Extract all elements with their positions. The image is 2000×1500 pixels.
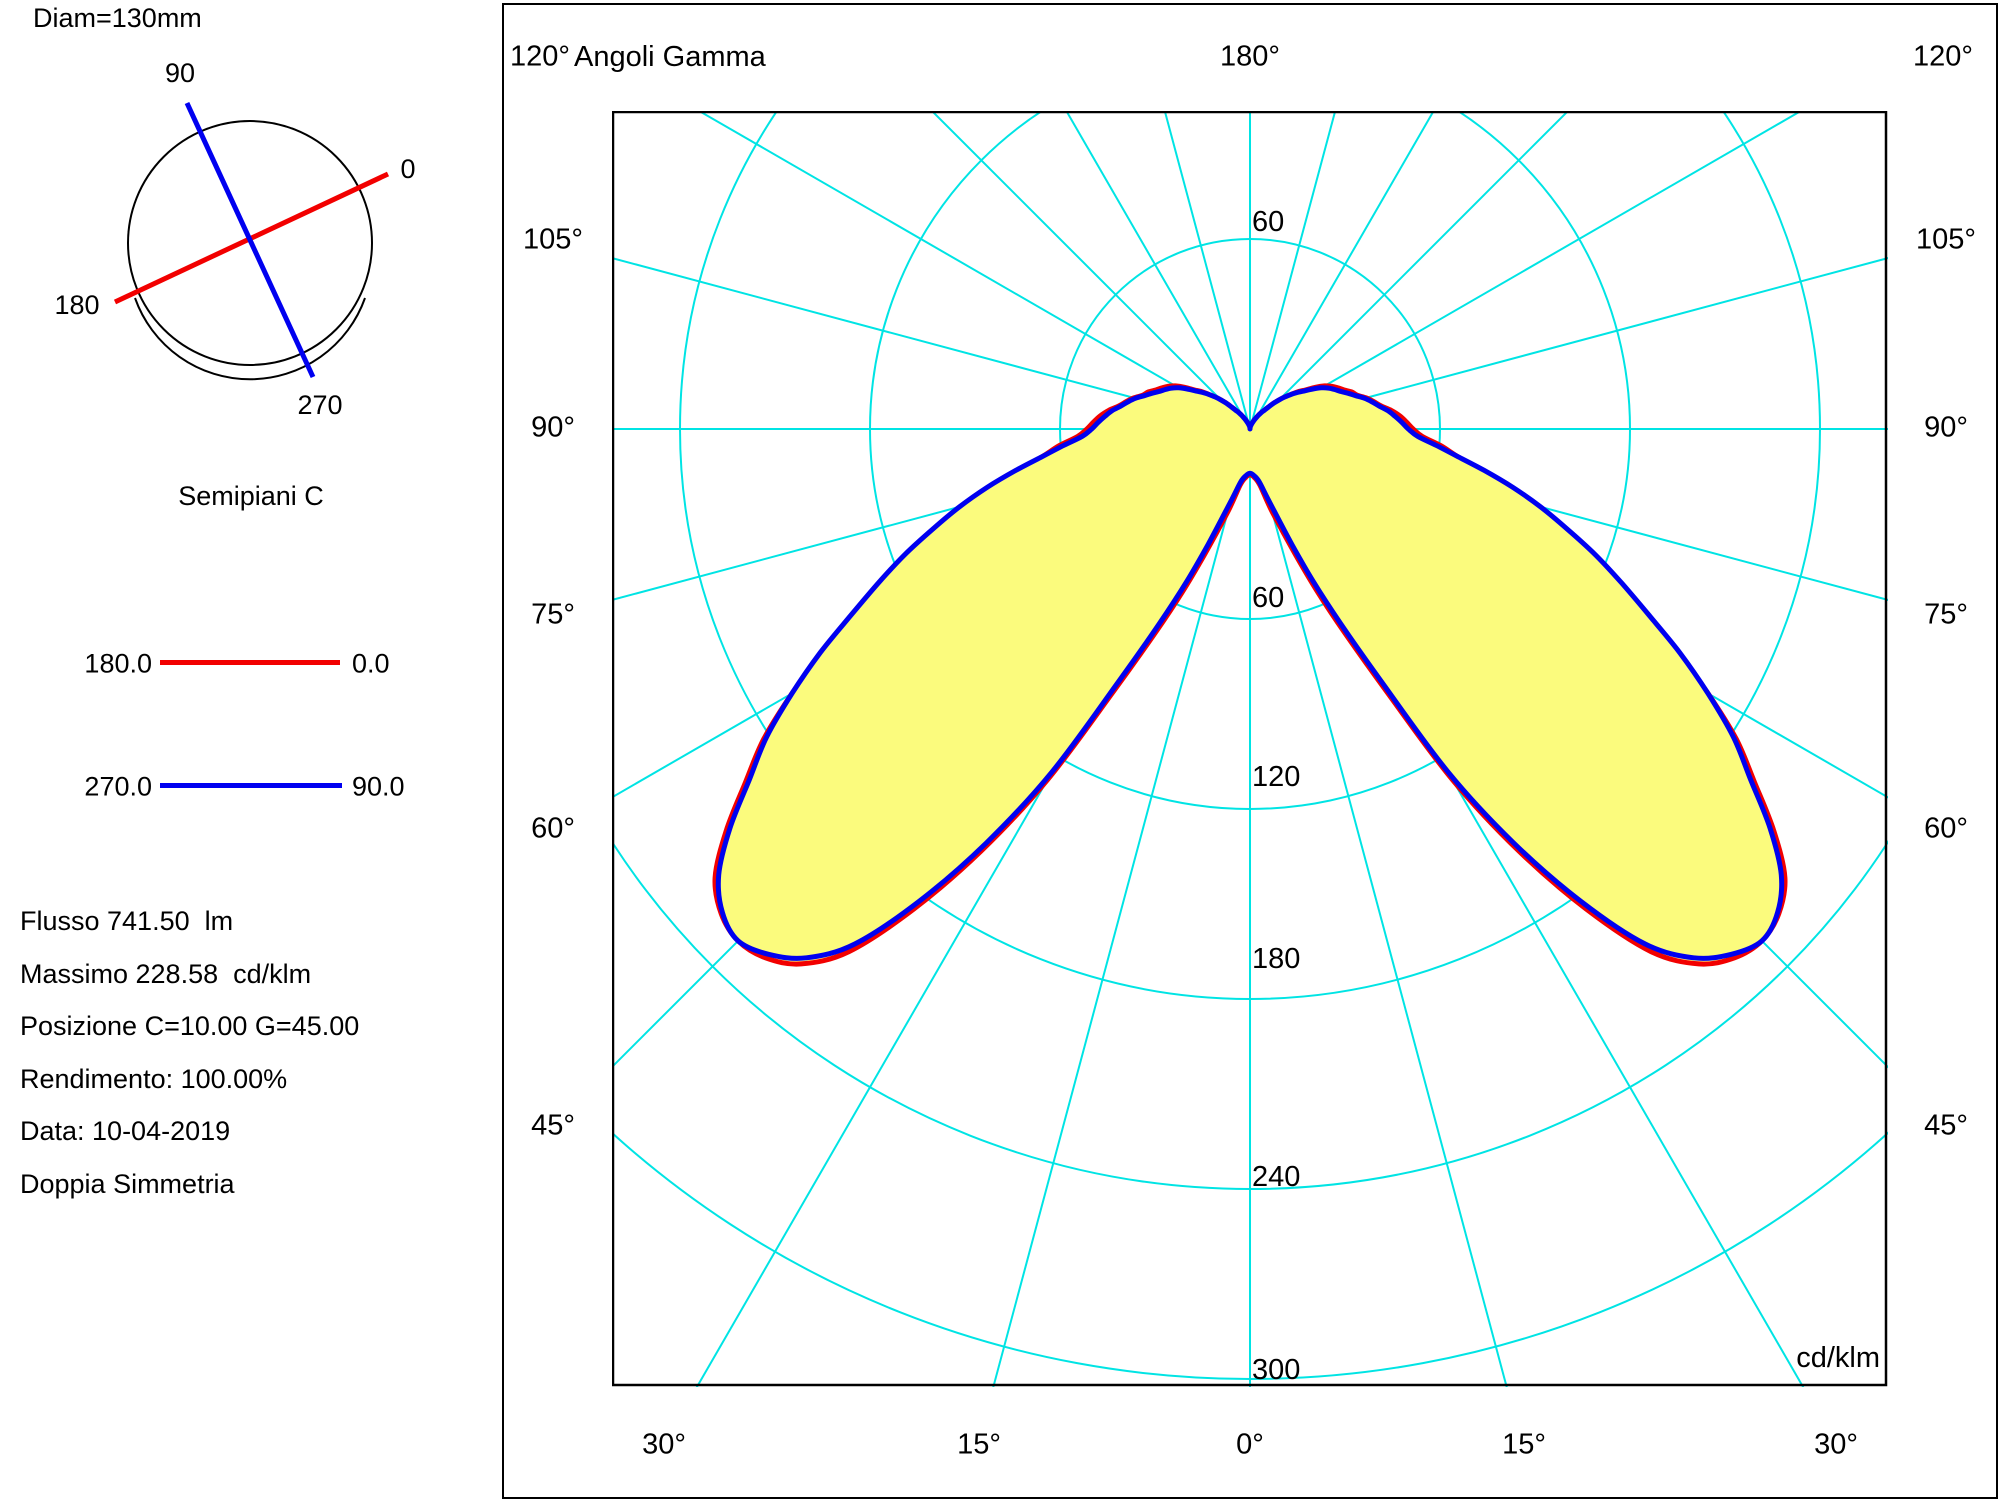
c90-c270-axis-line [184,101,316,379]
legend-left-value: 180.0 [84,648,152,679]
gamma-angle-label-left-105: 105° [523,223,583,256]
gamma-angle-label-bottom-3: 15° [1502,1428,1546,1461]
gamma-angle-label-right-45: 45° [1924,1109,1968,1142]
gamma-angle-label-right-60: 60° [1924,812,1968,845]
plot-border [612,111,1888,1387]
polar-grid-ray-255 [612,257,1251,430]
intensity-curve-c90-c270 [715,385,1785,961]
info-symmetry: Doppia Simmetria [20,1169,235,1199]
info-date: Data: 10-04-2019 [20,1116,231,1146]
diameter-label: Diam=130mm [33,3,202,33]
polar-photometric-plot: 60 120 180 240 300 60 cd/klm [612,111,1888,1387]
polar-grid-ray-195 [1163,111,1251,430]
gamma-angle-label-bottom-0: 30° [642,1428,686,1461]
radial-tick-label-120: 120 [1252,761,1300,793]
polar-grid-ray-240 [697,111,1251,430]
mini-label-180: 180 [54,290,99,320]
info-position: Posizione C=10.00 G=45.00 [20,1011,360,1041]
info-maximum: Massimo 228.58 cd/klm [20,959,312,989]
mini-label-0: 0 [400,154,415,184]
info-efficiency: Rendimento: 100.00% [20,1064,288,1094]
polar-grid-ray-210 [1065,111,1251,430]
corner-angle-label-top-left: 120° [510,40,570,73]
luminaire-rim-arc [134,297,366,381]
gamma-angle-label-left-75: 75° [531,598,575,631]
legend-row-c0: 180.0 0.0 [0,650,460,680]
gamma-angle-label-right-105: 105° [1916,223,1976,256]
legend-red-line [160,660,340,665]
gamma-180-label: 180° [1220,40,1280,73]
legend-right-value: 90.0 [352,771,405,802]
info-flux: Flusso 741.50 lm [20,906,234,936]
gamma-angle-label-right-90: 90° [1924,411,1968,444]
polar-grid-ray-165 [1249,111,1337,430]
gamma-angle-label-bottom-4: 30° [1814,1428,1858,1461]
gamma-angle-label-left-90: 90° [531,411,575,444]
gamma-angle-label-bottom-2: 0° [1236,1428,1264,1461]
unit-label: cd/klm [1796,1342,1880,1374]
mini-label-90: 90 [165,58,195,88]
radial-tick-label-60: 60 [1252,582,1284,614]
gamma-angle-label-bottom-1: 15° [957,1428,1001,1461]
gamma-angle-label-left-60: 60° [531,812,575,845]
polar-grid-ray-345 [992,428,1251,1387]
polar-grid-ray-135 [1249,111,1570,430]
chart-title: Angoli Gamma [574,41,766,73]
gamma-angle-label-right-75: 75° [1924,598,1968,631]
radial-tick-label-240: 240 [1252,1161,1300,1193]
polar-grid-ray-105 [1249,257,1888,430]
radial-tick-label-300: 300 [1252,1354,1300,1386]
polar-grid-ray-225 [930,111,1251,430]
radial-tick-label-upper-60: 60 [1252,206,1284,238]
legend-blue-line [160,783,342,788]
luminaire-outline-circle [127,120,373,366]
corner-angle-label-top-right: 120° [1913,40,1973,73]
gamma-angle-label-left-45: 45° [531,1109,575,1142]
polar-grid-ray-120 [1249,111,1803,430]
legend-row-c90: 270.0 90.0 [0,773,460,803]
polar-grid-ray-150 [1249,111,1435,430]
radial-tick-label-180: 180 [1252,943,1300,975]
legend-right-value: 0.0 [352,648,390,679]
plot-clipped-layer [612,111,1888,1387]
legend-left-value: 270.0 [84,771,152,802]
mini-label-270: 270 [297,390,342,420]
polar-grid-ray-15 [1249,428,1508,1387]
c-plane-orientation-diagram: 90 0 180 270 [54,58,415,420]
semipiani-title: Semipiani C [178,481,324,511]
